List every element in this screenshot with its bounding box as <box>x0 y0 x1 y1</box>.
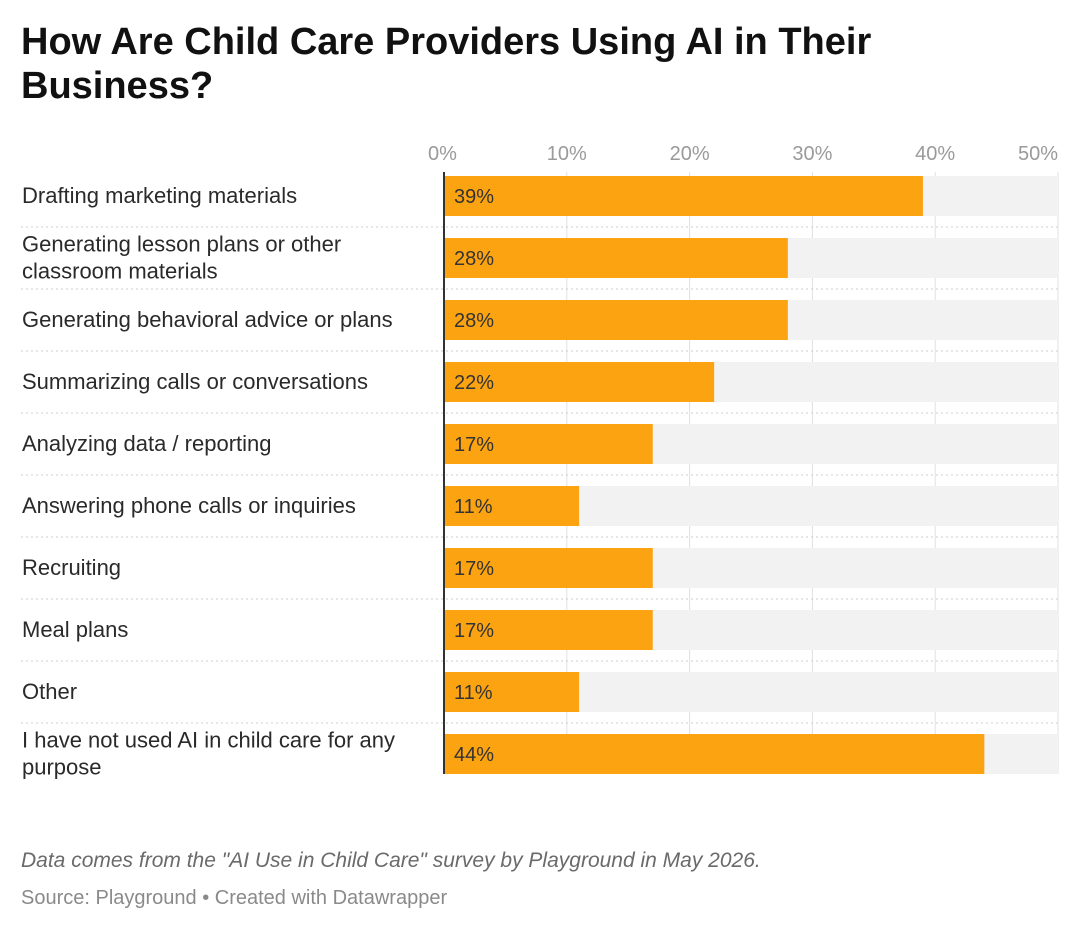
category-label: Meal plans <box>22 617 128 642</box>
bar-row: 22% Summarizing calls or conversations <box>21 350 1058 402</box>
category-label: Generating behavioral advice or plans <box>22 307 393 332</box>
bar-value-label: 17% <box>454 434 494 456</box>
x-tick-label: 50% <box>1018 143 1058 165</box>
x-tick-label: 30% <box>792 143 832 165</box>
x-tick-label: 0% <box>428 143 457 165</box>
bar-row: 39% Drafting marketing materials <box>22 176 1058 216</box>
bar-row: 17% Meal plans <box>21 598 1058 650</box>
bar <box>444 424 653 464</box>
category-label: Answering phone calls or inquiries <box>22 493 356 518</box>
chart-source: Source: Playground • Created with Datawr… <box>21 887 448 909</box>
bar-value-label: 44% <box>454 744 494 766</box>
category-label: Analyzing data / reporting <box>22 431 272 456</box>
category-label: Drafting marketing materials <box>22 183 297 208</box>
bar-value-label: 11% <box>454 682 493 704</box>
x-tick-label: 40% <box>915 143 955 165</box>
bar-row: 11% Other <box>21 660 1058 712</box>
category-label: Other <box>22 679 77 704</box>
bar-row: 11% Answering phone calls or inquiries <box>21 474 1058 526</box>
chart-title: How Are Child Care Providers Using AI in… <box>21 21 872 107</box>
category-label: Summarizing calls or conversations <box>22 369 368 394</box>
bar-row: 44% I have not used AI in child care for … <box>21 722 1058 780</box>
bar <box>444 610 653 650</box>
bar <box>444 734 985 774</box>
bar-value-label: 39% <box>454 186 494 208</box>
bar-value-label: 22% <box>454 372 494 394</box>
bar-rows: 39% Drafting marketing materials 28% Genera… <box>21 176 1058 780</box>
bar <box>444 300 788 340</box>
bar <box>444 362 715 402</box>
x-tick-label: 10% <box>547 143 587 165</box>
bar <box>444 486 580 526</box>
bar-value-label: 28% <box>454 310 494 332</box>
bar-row: 17% Recruiting <box>21 536 1058 588</box>
bar <box>444 176 923 216</box>
category-label: Recruiting <box>22 555 121 580</box>
bar <box>444 548 653 588</box>
bar-row: 28% Generating behavioral advice or plans <box>21 288 1058 340</box>
bar <box>444 672 580 712</box>
bar <box>444 238 788 278</box>
bar-value-label: 17% <box>454 620 494 642</box>
x-tick-label: 20% <box>670 143 710 165</box>
bar-value-label: 28% <box>454 248 494 270</box>
chart-notes: Data comes from the "AI Use in Child Car… <box>21 849 761 872</box>
category-label: Generating lesson plans or other classroo… <box>22 232 341 284</box>
category-label: I have not used AI in child care for any… <box>22 728 395 780</box>
bar-value-label: 17% <box>454 558 494 580</box>
bar-row: 28% Generating lesson plans or other class… <box>21 226 1058 284</box>
x-axis-ticks: 0% 10% 20% 30% 40% 50% <box>428 143 1058 165</box>
bar-row: 17% Analyzing data / reporting <box>21 412 1058 464</box>
bar-value-label: 11% <box>454 496 493 518</box>
